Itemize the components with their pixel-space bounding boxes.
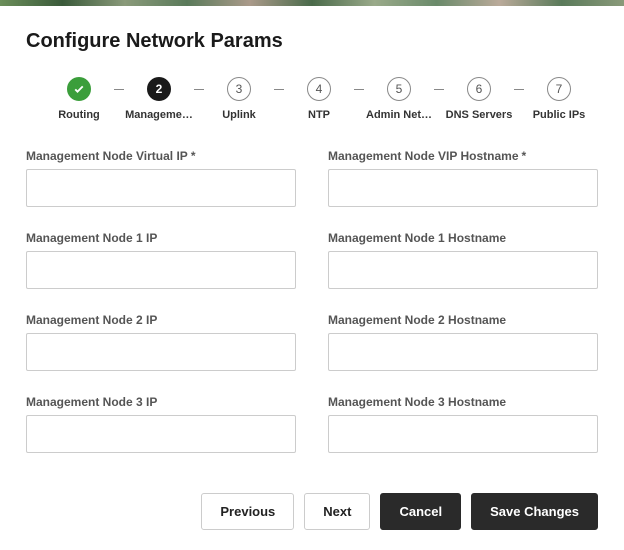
step-circle: 4 [307, 77, 331, 101]
n1-ip-input[interactable] [26, 251, 296, 289]
step-uplink[interactable]: 3 Uplink [204, 77, 274, 121]
next-button[interactable]: Next [304, 493, 370, 530]
vip-host-input[interactable] [328, 169, 598, 207]
field-n2-host: Management Node 2 Hostname [328, 313, 598, 371]
n2-host-input[interactable] [328, 333, 598, 371]
step-label: Manageme… [125, 109, 193, 121]
step-circle-active: 2 [147, 77, 171, 101]
field-n3-host: Management Node 3 Hostname [328, 395, 598, 453]
field-n3-ip: Management Node 3 IP [26, 395, 296, 453]
field-vip-host: Management Node VIP Hostname* [328, 149, 598, 207]
step-connector [114, 89, 124, 90]
n1-host-input[interactable] [328, 251, 598, 289]
field-n1-ip: Management Node 1 IP [26, 231, 296, 289]
label-text: Management Node VIP Hostname [328, 149, 519, 163]
step-label: DNS Servers [446, 109, 513, 121]
field-label: Management Node VIP Hostname* [328, 149, 598, 163]
step-label: Admin Net… [366, 109, 432, 121]
form-grid: Management Node Virtual IP* Management N… [26, 149, 598, 453]
step-label: Public IPs [533, 109, 586, 121]
step-dns[interactable]: 6 DNS Servers [444, 77, 514, 121]
page-title: Configure Network Params [26, 30, 598, 53]
previous-button[interactable]: Previous [201, 493, 294, 530]
field-n2-ip: Management Node 2 IP [26, 313, 296, 371]
field-label: Management Node 3 Hostname [328, 395, 598, 409]
step-connector [354, 89, 364, 90]
check-icon [73, 83, 85, 95]
step-circle: 3 [227, 77, 251, 101]
save-changes-button[interactable]: Save Changes [471, 493, 598, 530]
vip-ip-input[interactable] [26, 169, 296, 207]
field-label: Management Node 1 Hostname [328, 231, 598, 245]
n3-ip-input[interactable] [26, 415, 296, 453]
label-text: Management Node Virtual IP [26, 149, 188, 163]
n3-host-input[interactable] [328, 415, 598, 453]
cancel-button[interactable]: Cancel [380, 493, 461, 530]
step-admin-net[interactable]: 5 Admin Net… [364, 77, 434, 121]
field-label: Management Node 3 IP [26, 395, 296, 409]
step-circle: 7 [547, 77, 571, 101]
field-label: Management Node 2 Hostname [328, 313, 598, 327]
step-connector [194, 89, 204, 90]
required-marker: * [191, 149, 196, 163]
n2-ip-input[interactable] [26, 333, 296, 371]
field-vip-ip: Management Node Virtual IP* [26, 149, 296, 207]
step-label: Routing [58, 109, 100, 121]
step-circle: 5 [387, 77, 411, 101]
step-label: NTP [308, 109, 330, 121]
field-label: Management Node 1 IP [26, 231, 296, 245]
step-connector [274, 89, 284, 90]
field-label: Management Node Virtual IP* [26, 149, 296, 163]
step-public-ips[interactable]: 7 Public IPs [524, 77, 594, 121]
footer-buttons: Previous Next Cancel Save Changes [26, 493, 598, 530]
field-label: Management Node 2 IP [26, 313, 296, 327]
step-ntp[interactable]: 4 NTP [284, 77, 354, 121]
step-routing[interactable]: Routing [44, 77, 114, 121]
step-management[interactable]: 2 Manageme… [124, 77, 194, 121]
step-label: Uplink [222, 109, 256, 121]
step-connector [434, 89, 444, 90]
required-marker: * [522, 149, 527, 163]
step-circle: 6 [467, 77, 491, 101]
stepper: Routing 2 Manageme… 3 Uplink 4 NTP 5 Adm… [26, 77, 598, 121]
step-circle-done [67, 77, 91, 101]
page-container: Configure Network Params Routing 2 Manag… [0, 6, 624, 550]
field-n1-host: Management Node 1 Hostname [328, 231, 598, 289]
step-connector [514, 89, 524, 90]
